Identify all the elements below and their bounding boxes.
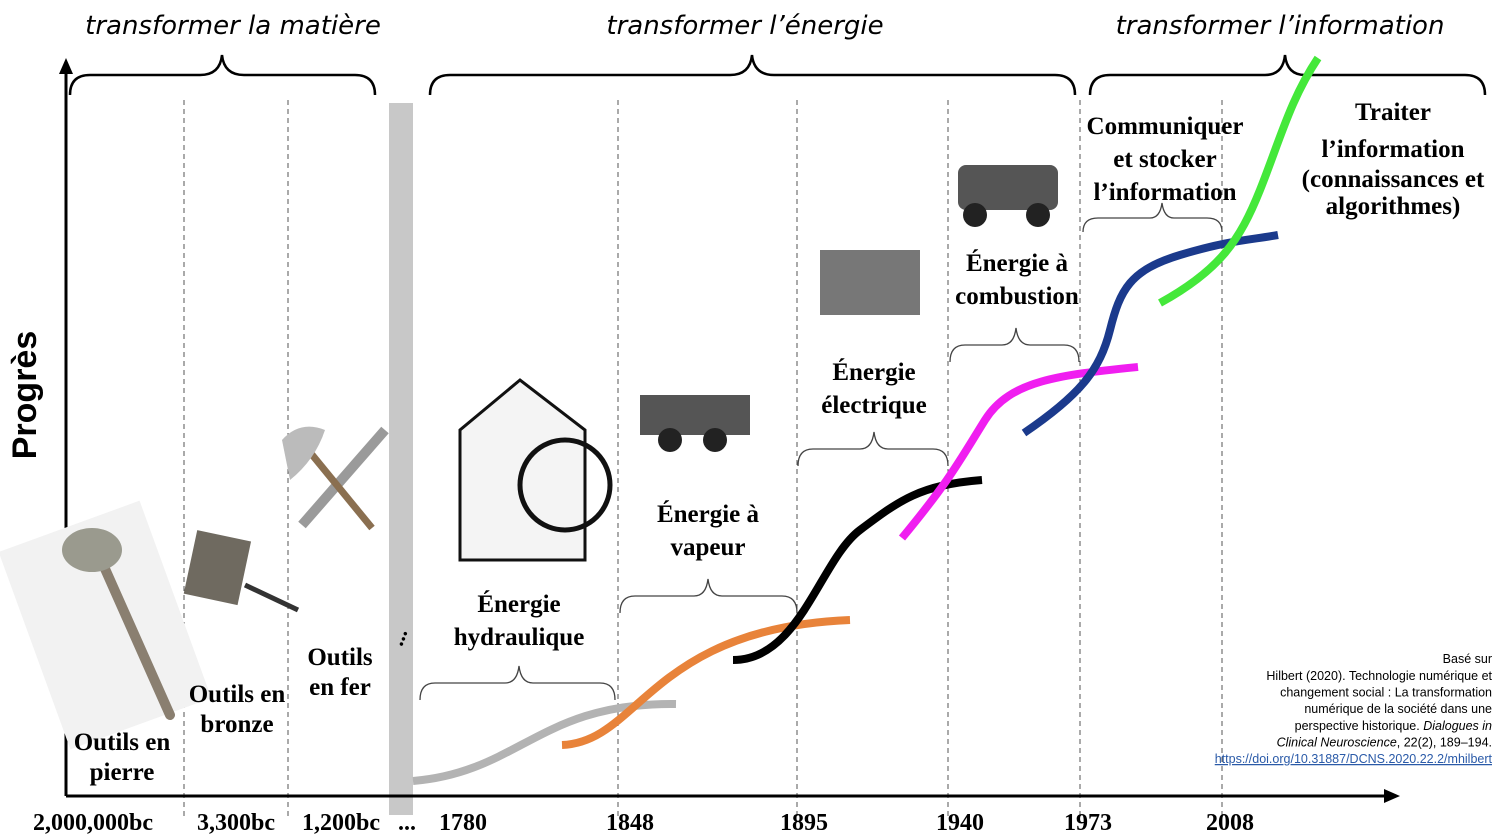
brace	[1082, 202, 1223, 233]
brace	[419, 665, 616, 701]
time-label: 1,200bc	[302, 810, 380, 836]
citation-part: Dialogues in	[1423, 719, 1492, 733]
illustrations	[0, 165, 1058, 750]
stage-label: Outils	[307, 644, 373, 671]
stage-label: électrique	[821, 392, 927, 419]
stage-label: Énergie	[832, 358, 915, 386]
citation-intro: Basé sur	[1443, 652, 1492, 666]
citation-part: , 22(2), 189–194.	[1397, 735, 1492, 749]
generator	[820, 250, 920, 315]
y-arrow	[59, 58, 73, 74]
time-label: 1940	[936, 810, 984, 836]
brace	[1088, 54, 1487, 96]
curve-hydraulic	[412, 699, 677, 785]
brace	[68, 54, 377, 96]
stage-label: Énergie à	[966, 249, 1069, 277]
loco-wheel	[658, 428, 682, 452]
time-label: 2008	[1206, 810, 1254, 836]
stone-tool-head	[62, 528, 122, 572]
stage-label: Traiter	[1355, 99, 1431, 126]
curve-combustion	[898, 363, 1139, 541]
citation-link: https://doi.org/10.31887/DCNS.2020.22.2/…	[1215, 752, 1493, 766]
locomotive	[640, 395, 750, 435]
stage-label: vapeur	[671, 534, 746, 561]
loco-wheel	[703, 428, 727, 452]
brace	[428, 54, 1077, 96]
x-arrow	[1384, 789, 1400, 803]
time-label: 2,000,000bc	[33, 810, 153, 836]
citation-line: Hilbert (2020). Technologie numérique et	[1266, 669, 1492, 683]
stage-label: Énergie	[477, 590, 560, 618]
axe-head	[282, 426, 325, 480]
stage-label: Outils en	[189, 681, 286, 708]
axis-label: Progrès	[6, 331, 44, 460]
curve-processing	[1158, 55, 1322, 307]
car	[958, 165, 1058, 210]
sword	[298, 426, 389, 529]
car-wheel	[1026, 203, 1050, 227]
era-label: transformer la matière	[85, 11, 381, 41]
stage-note: algorithmes)	[1326, 193, 1461, 220]
time-label: 3,300bc	[197, 810, 275, 836]
curve-electric	[732, 476, 983, 664]
citation-line: perspective historique. Dialogues in	[1295, 719, 1492, 733]
mill-wheel	[517, 437, 613, 533]
citation-line: changement social : La transformation	[1280, 686, 1492, 700]
texts: Progrès transformer la matière transformer…	[6, 11, 1493, 836]
citation-part: perspective historique.	[1295, 719, 1424, 733]
brace	[619, 578, 798, 614]
curves	[412, 55, 1322, 785]
stage-label: l’information	[1093, 179, 1236, 206]
stage-label: et stocker	[1113, 146, 1216, 173]
stage-label: bronze	[200, 711, 273, 738]
brace	[949, 327, 1080, 363]
time-label: ...	[398, 810, 416, 836]
stage-label: Communiquer	[1087, 113, 1244, 140]
bronze-tool-handle	[243, 582, 300, 613]
stage-braces	[419, 202, 1223, 701]
stage-label: pierre	[90, 759, 155, 786]
curve-steam	[561, 616, 851, 749]
stage-label: l’information	[1321, 136, 1464, 163]
time-label: 1973	[1064, 810, 1112, 836]
era-label: transformer l’énergie	[606, 11, 883, 41]
citation-part: Clinical Neuroscience	[1277, 735, 1397, 749]
guides	[183, 100, 1223, 820]
era-label: transformer l’information	[1116, 11, 1445, 41]
time-label: 1848	[606, 810, 654, 836]
stage-label: hydraulique	[454, 624, 585, 651]
era-braces	[68, 54, 1487, 96]
time-label: 1895	[780, 810, 828, 836]
time-break	[389, 103, 413, 815]
stage-note: (connaissances et	[1302, 166, 1485, 193]
time-label: 1780	[439, 810, 487, 836]
stage-label: combustion	[955, 283, 1079, 310]
citation-line: Clinical Neuroscience, 22(2), 189–194.	[1277, 735, 1492, 749]
stage-label: en fer	[309, 674, 371, 701]
stage-label: Énergie à	[657, 500, 760, 528]
bronze-tool	[183, 530, 252, 606]
brace	[797, 431, 949, 467]
citation-line: numérique de la société dans une	[1304, 702, 1492, 716]
stage-label: Outils en	[74, 729, 171, 756]
car-wheel	[963, 203, 987, 227]
